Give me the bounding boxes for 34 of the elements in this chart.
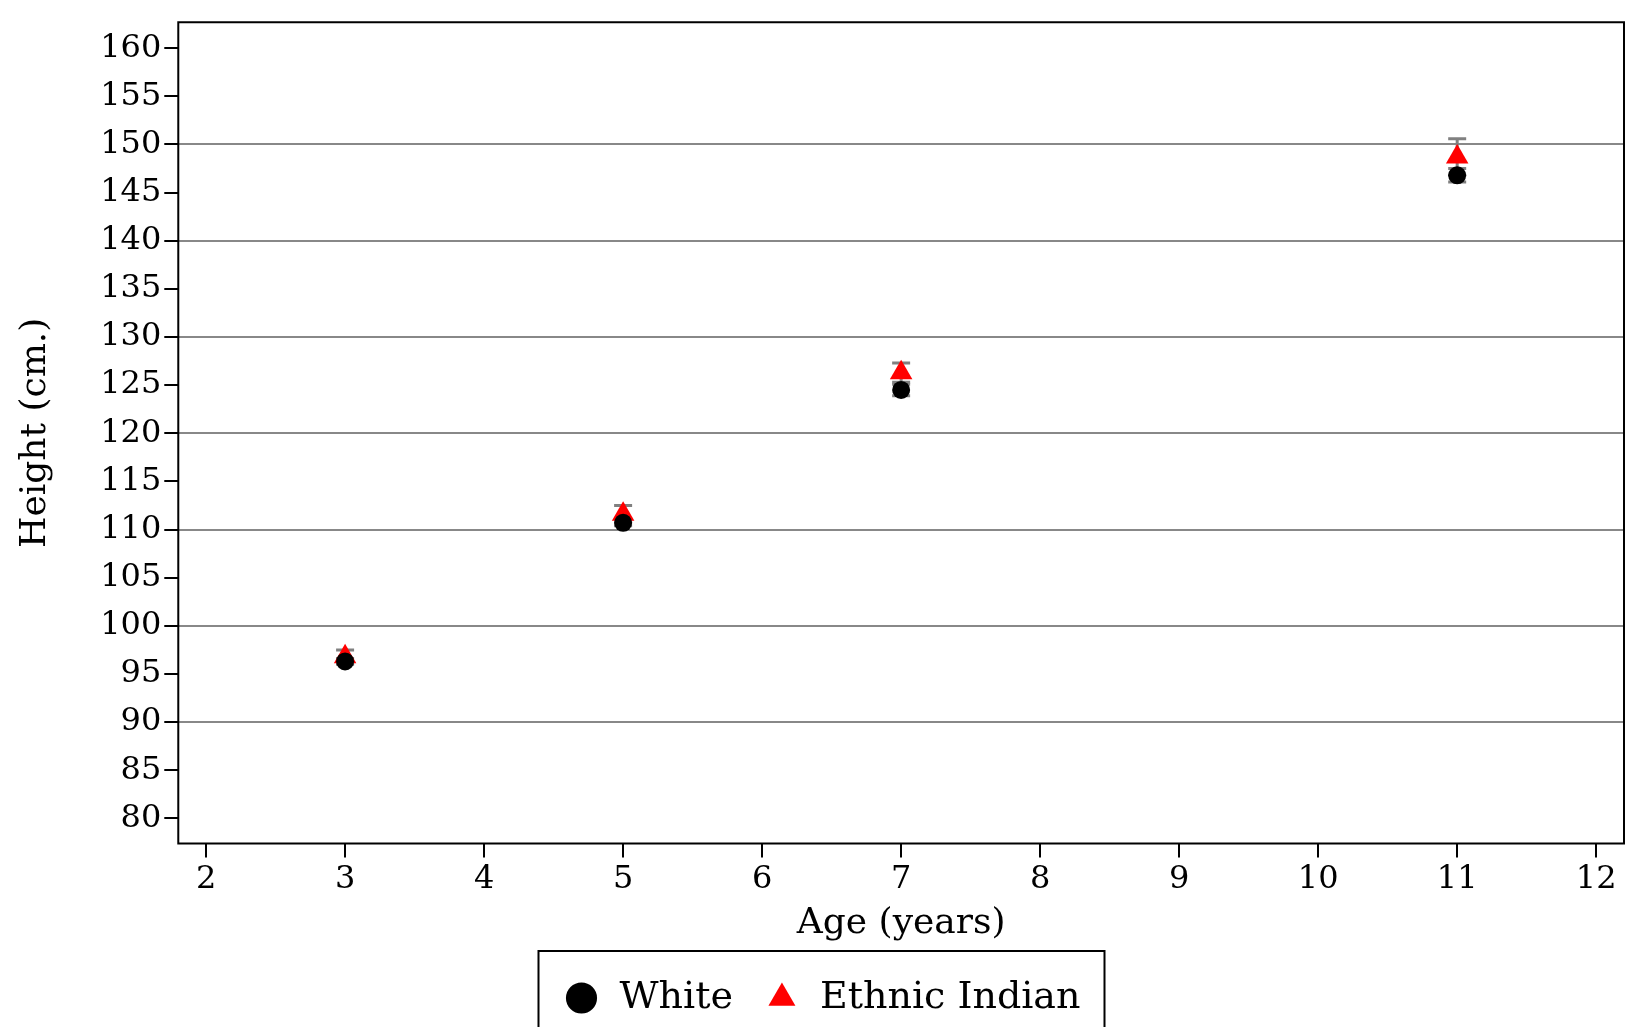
- x-tick-label: 8: [1029, 857, 1051, 896]
- y-tick-label: 115: [100, 459, 162, 498]
- y-tick-label: 150: [100, 122, 162, 161]
- y-tick-label: 95: [120, 652, 162, 691]
- y-tick-label: 90: [120, 700, 162, 739]
- x-tick-label: 6: [751, 857, 773, 896]
- y-tick-label: 145: [100, 170, 162, 209]
- y-tick-label: 105: [100, 556, 162, 594]
- y-tick-label: 100: [100, 604, 162, 643]
- x-axis-title: Age (years): [795, 899, 1006, 941]
- y-tick-label: 125: [100, 363, 162, 402]
- y-tick-label: 155: [100, 74, 162, 113]
- point: [889, 359, 913, 380]
- x-tick-label: 9: [1168, 857, 1190, 896]
- y-tick-label: 160: [100, 26, 162, 65]
- y-tick-label: 140: [100, 219, 162, 258]
- y-axis-title: Height (cm.): [11, 317, 53, 548]
- x-tick-label: 11: [1436, 857, 1478, 896]
- x-tick-label: 10: [1297, 857, 1339, 896]
- y-tick-label: 120: [100, 411, 162, 450]
- x-tick-label: 4: [473, 857, 495, 896]
- x-tick-label: 5: [612, 857, 634, 896]
- y-tick-label: 135: [100, 267, 162, 306]
- y-tick-label: 110: [100, 507, 162, 546]
- x-tick-label: 2: [195, 857, 217, 896]
- legend-label: Ethnic Indian: [819, 972, 1081, 1017]
- x-tick-label: 12: [1575, 857, 1617, 896]
- point: [1445, 143, 1469, 164]
- x-tick-label: 3: [334, 857, 356, 896]
- legend-label: White: [619, 972, 733, 1017]
- y-tick-label: 80: [120, 796, 162, 835]
- x-tick-label: 7: [890, 857, 912, 896]
- y-tick-label: 130: [100, 315, 162, 354]
- y-tick-label: 85: [120, 748, 162, 787]
